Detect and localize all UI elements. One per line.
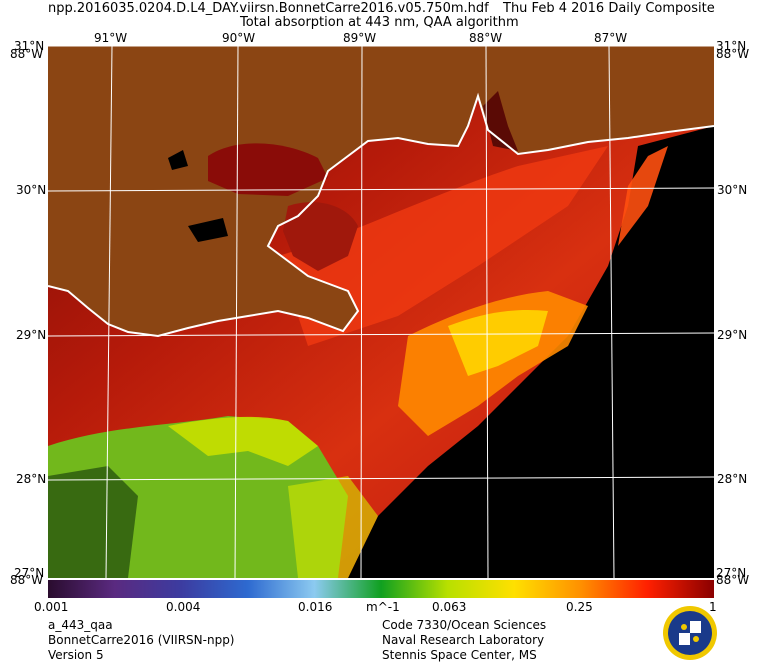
file-name-title: npp.2016035.0204.D.L4_DAY.viirsn.BonnetC… [48,1,489,16]
coastline [48,92,714,338]
front-yellow [448,309,548,376]
absorption-map [48,46,714,578]
product-name: a_443_qaa [48,618,113,632]
colorbar [48,580,714,598]
front-east [618,146,668,246]
colorbar-unit: m^-1 [366,600,400,614]
product-title: Total absorption at 443 nm, QAA algorith… [240,15,519,30]
corner-label-bottom-left: 88°W [10,573,44,587]
org-location: Stennis Space Center, MS [382,648,537,662]
speckle-region [48,466,138,578]
colorbar-tick-1: 1 [709,600,717,614]
corner-label-top-right: 88°W [716,47,750,61]
land-area [48,46,714,336]
lon-label-89: 89°W [343,31,377,45]
lat-label-31-right: 31°N [716,39,747,53]
lon-label-90: 90°W [222,31,256,45]
lat-label-30-right: 30°N [717,183,748,197]
graticule [48,46,714,578]
lat-label-29-right: 29°N [717,328,748,342]
lon-label-91: 91°W [94,31,128,45]
lat-label-28-right: 28°N [717,472,748,486]
inland-nodata-2 [188,218,228,242]
low-absorption-yellow [168,416,318,466]
lat-label-27-left: 27°N [14,566,45,580]
lake-pontchartrain [208,143,328,196]
colorbar-tick-0.25: 0.25 [566,600,593,614]
org-name: Naval Research Laboratory [382,633,545,647]
lat-label-28-left: 28°N [16,472,47,486]
lat-label-30-left: 30°N [16,183,47,197]
mobile-bay [483,91,518,151]
project-name: BonnetCarre2016 (VIIRSN-npp) [48,633,235,647]
corner-label-bottom-right: 88°W [716,573,750,587]
lon-label-88: 88°W [469,31,503,45]
lat-label-29-left: 29°N [16,328,47,342]
corner-label-top-left: 88°W [10,47,44,61]
org-code: Code 7330/Ocean Sciences [382,618,547,632]
colorbar-tick-0.016: 0.016 [298,600,333,614]
yellow-patch [288,476,378,578]
colorbar-tick-0.001: 0.001 [34,600,69,614]
turbid-water-plume [278,146,608,346]
lon-label-87: 87°W [594,31,628,45]
lat-label-31-left: 31°N [14,39,45,53]
inland-nodata-1 [168,150,188,170]
barataria-waters [283,202,358,271]
colorbar-tick-0.004: 0.004 [166,600,201,614]
version-label: Version 5 [48,648,104,662]
colorbar-tick-0.063: 0.063 [432,600,467,614]
nrl-seal-logo [663,606,717,660]
lat-label-27-right: 27°N [716,566,747,580]
date-title: Thu Feb 4 2016 Daily Composite [503,1,715,16]
